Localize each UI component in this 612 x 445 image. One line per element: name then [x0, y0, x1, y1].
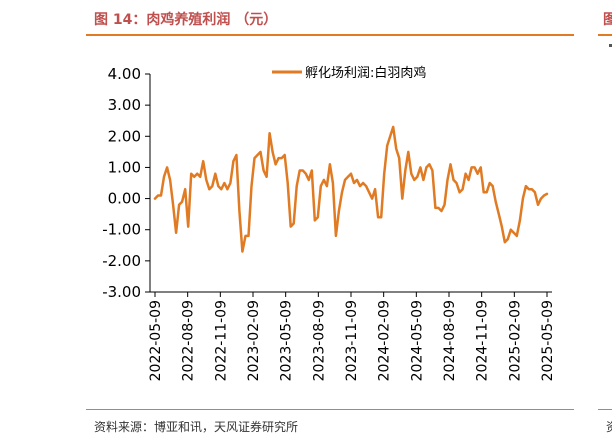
x-tick-label: 2024-05-09 [409, 300, 425, 381]
source-note: 资料来源：博亚和讯，天风证券研究所 [94, 420, 299, 434]
title-divider [86, 34, 574, 36]
next-figure-mark [609, 44, 612, 47]
legend-label: 孵化场利润:白羽肉鸡 [305, 65, 426, 81]
chart-axes [149, 74, 552, 293]
series-lines [153, 125, 549, 253]
y-axis-ticks: 4.00 3.00 2.00 1.00 0.00 -1.00 -2.00 -3.00 [102, 65, 150, 301]
y-tick-label: 1.00 [108, 158, 141, 176]
x-axis-ticks: 2022-05-09 2022-08-09 2022-11-09 2023-02-09… [148, 292, 556, 381]
x-tick-label: 2024-02-09 [377, 300, 393, 381]
y-tick-label: -1.00 [102, 221, 141, 239]
series-line [153, 125, 549, 253]
x-tick-label: 2022-08-09 [181, 300, 197, 381]
x-tick-label: 2023-05-09 [279, 300, 295, 381]
y-tick-label: 4.00 [108, 65, 141, 83]
footer-divider [86, 409, 574, 410]
x-tick-label: 2025-02-09 [507, 300, 523, 381]
x-tick-label: 2024-11-09 [475, 300, 491, 381]
profit-line-chart: 4.00 3.00 2.00 1.00 0.00 -1.00 -2.00 -3.00 2022… [102, 65, 556, 381]
y-tick-label: -2.00 [102, 252, 141, 270]
next-figure-divider [598, 34, 612, 36]
x-tick-label: 2022-11-09 [213, 300, 229, 381]
x-tick-label: 2024-08-09 [442, 300, 458, 381]
y-tick-label: 2.00 [108, 127, 141, 145]
x-tick-label: 2025-05-09 [540, 300, 556, 381]
y-tick-label: 3.00 [108, 96, 141, 114]
y-tick-label: 0.00 [108, 190, 141, 208]
next-figure-title-fragment: 图 [603, 12, 612, 28]
next-source-fragment: 资 [606, 418, 612, 435]
figure-title: 图 14：肉鸡养殖利润 （元） [94, 12, 278, 28]
x-tick-label: 2023-08-09 [311, 300, 327, 381]
x-tick-label: 2023-11-09 [344, 300, 360, 381]
x-tick-label: 2022-05-09 [148, 300, 164, 381]
chart-legend: 孵化场利润:白羽肉鸡 [272, 65, 426, 81]
y-tick-label: -3.00 [102, 283, 141, 301]
next-footer-divider [598, 409, 612, 410]
x-tick-label: 2023-02-09 [246, 300, 262, 381]
